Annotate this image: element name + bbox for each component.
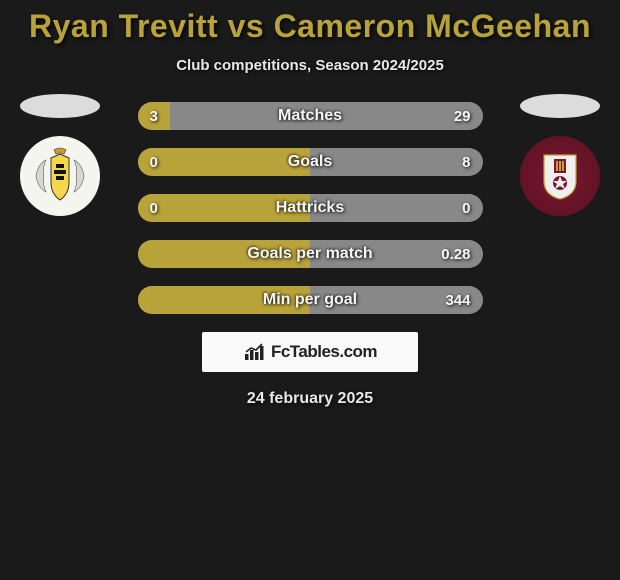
stat-row: Goals per match0.28 — [138, 240, 483, 268]
stat-value-right: 0.28 — [441, 240, 470, 268]
club-crest-left-icon — [32, 146, 88, 206]
stat-label: Matches — [138, 102, 483, 130]
player-right-avatar-placeholder — [520, 94, 600, 118]
brand-text: FcTables.com — [271, 342, 377, 362]
stat-value-right: 8 — [462, 148, 470, 176]
stat-value-right: 344 — [445, 286, 470, 314]
club-badge-left — [20, 136, 100, 216]
page-title: Ryan Trevitt vs Cameron McGeehan — [0, 8, 620, 45]
date-label: 24 february 2025 — [0, 390, 620, 408]
player-left-column — [20, 94, 100, 216]
subtitle: Club competitions, Season 2024/2025 — [0, 57, 620, 74]
stat-row: 3Matches29 — [138, 102, 483, 130]
comparison-panel: 3Matches290Goals80Hattricks0Goals per ma… — [0, 102, 620, 314]
player-left-avatar-placeholder — [20, 94, 100, 118]
player-right-column — [520, 94, 600, 216]
stat-label: Goals — [138, 148, 483, 176]
stat-row: 0Hattricks0 — [138, 194, 483, 222]
stat-row: Min per goal344 — [138, 286, 483, 314]
stat-bars: 3Matches290Goals80Hattricks0Goals per ma… — [138, 102, 483, 314]
stat-row: 0Goals8 — [138, 148, 483, 176]
stat-label: Hattricks — [138, 194, 483, 222]
stat-label: Min per goal — [138, 286, 483, 314]
stat-label: Goals per match — [138, 240, 483, 268]
club-badge-right — [520, 136, 600, 216]
brand-box: FcTables.com — [202, 332, 418, 372]
club-crest-right-icon — [540, 151, 580, 201]
stat-value-right: 29 — [454, 102, 471, 130]
stat-value-right: 0 — [462, 194, 470, 222]
brand-chart-icon — [243, 342, 267, 362]
